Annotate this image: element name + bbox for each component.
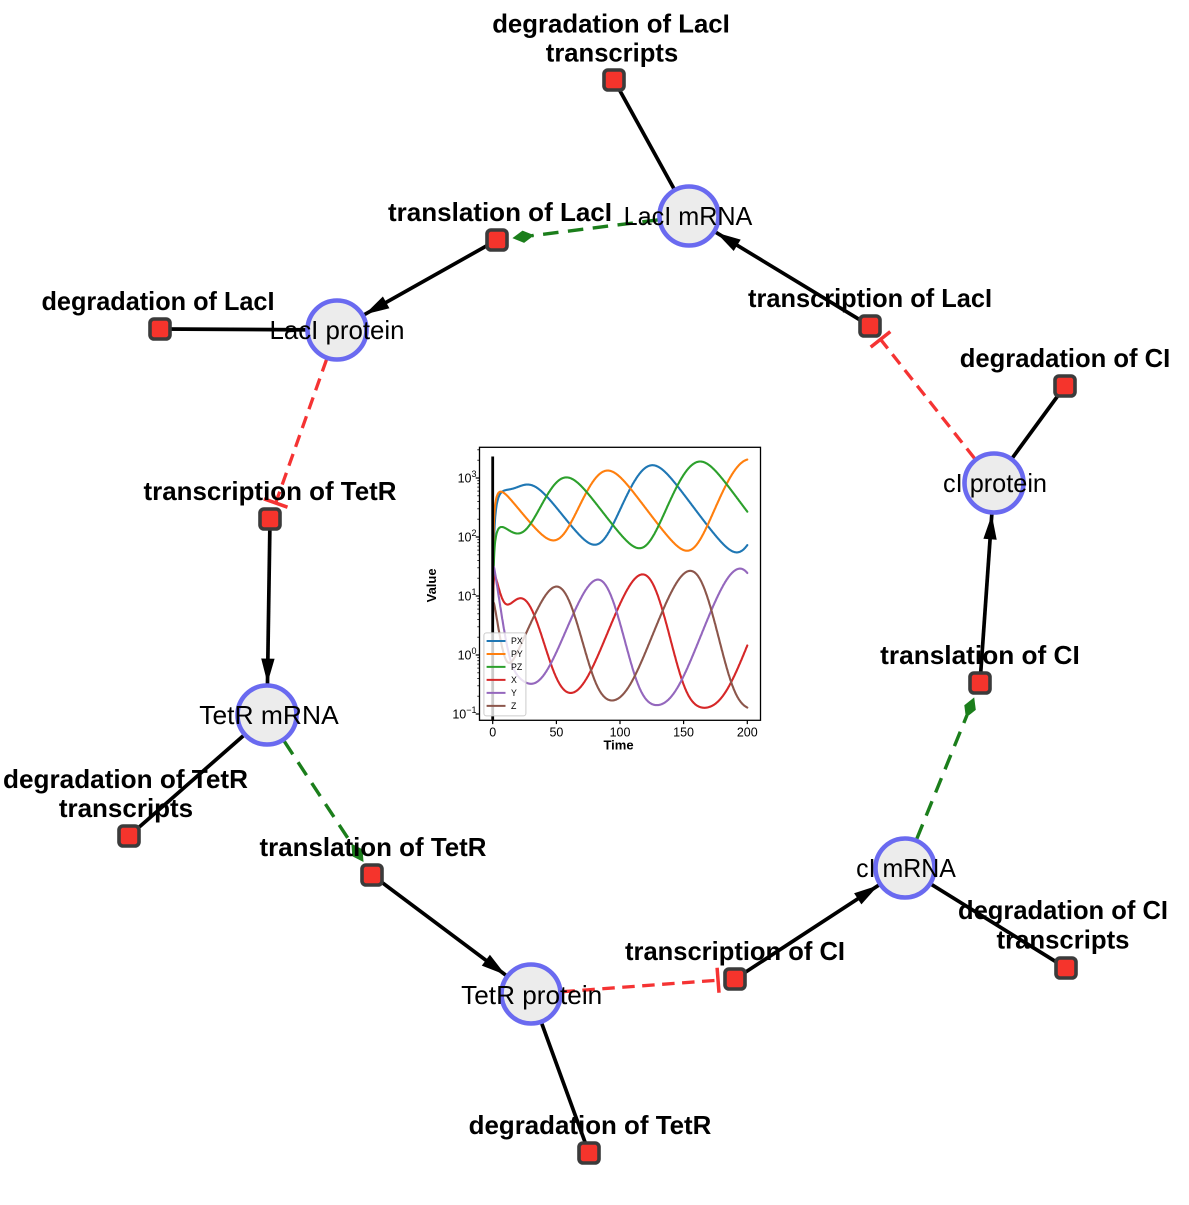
svg-text:101: 101 xyxy=(458,587,477,604)
svg-text:100: 100 xyxy=(458,646,477,663)
svg-text:cI mRNA: cI mRNA xyxy=(856,853,956,883)
svg-text:0: 0 xyxy=(489,726,496,740)
svg-text:PY: PY xyxy=(511,649,523,659)
svg-text:Z: Z xyxy=(511,701,517,711)
svg-text:transcription of LacI: transcription of LacI xyxy=(748,283,992,313)
svg-text:150: 150 xyxy=(673,726,694,740)
svg-text:transcripts: transcripts xyxy=(997,925,1130,955)
svg-text:PX: PX xyxy=(511,636,523,646)
svg-text:100: 100 xyxy=(610,726,631,740)
svg-text:LacI mRNA: LacI mRNA xyxy=(624,201,753,231)
svg-text:LacI protein: LacI protein xyxy=(270,315,405,345)
svg-text:Y: Y xyxy=(511,688,517,698)
svg-text:50: 50 xyxy=(549,726,563,740)
svg-text:translation of TetR: translation of TetR xyxy=(260,832,487,862)
svg-text:transcripts: transcripts xyxy=(59,793,193,823)
svg-text:200: 200 xyxy=(737,726,758,740)
svg-text:degradation of TetR: degradation of TetR xyxy=(3,764,248,794)
svg-text:Value: Value xyxy=(424,568,439,602)
svg-text:transcription of TetR: transcription of TetR xyxy=(144,476,397,506)
svg-text:degradation of TetR: degradation of TetR xyxy=(469,1110,712,1140)
svg-text:transcripts: transcripts xyxy=(546,38,678,68)
svg-text:102: 102 xyxy=(458,528,477,545)
svg-text:Time: Time xyxy=(603,738,633,753)
svg-text:TetR mRNA: TetR mRNA xyxy=(199,700,339,730)
svg-text:PZ: PZ xyxy=(511,662,523,672)
svg-text:cI protein: cI protein xyxy=(943,468,1047,498)
svg-text:degradation of LacI: degradation of LacI xyxy=(492,9,730,39)
svg-text:translation of LacI: translation of LacI xyxy=(388,197,612,227)
svg-text:degradation of CI: degradation of CI xyxy=(960,343,1171,373)
svg-text:degradation of LacI: degradation of LacI xyxy=(42,286,275,316)
svg-text:X: X xyxy=(511,675,517,685)
svg-text:translation of CI: translation of CI xyxy=(880,640,1080,670)
svg-text:10−1: 10−1 xyxy=(452,705,476,722)
svg-text:degradation of CI: degradation of CI xyxy=(958,895,1168,925)
svg-text:TetR protein: TetR protein xyxy=(461,980,602,1010)
svg-text:transcription of CI: transcription of CI xyxy=(625,936,845,966)
svg-text:103: 103 xyxy=(458,469,477,486)
